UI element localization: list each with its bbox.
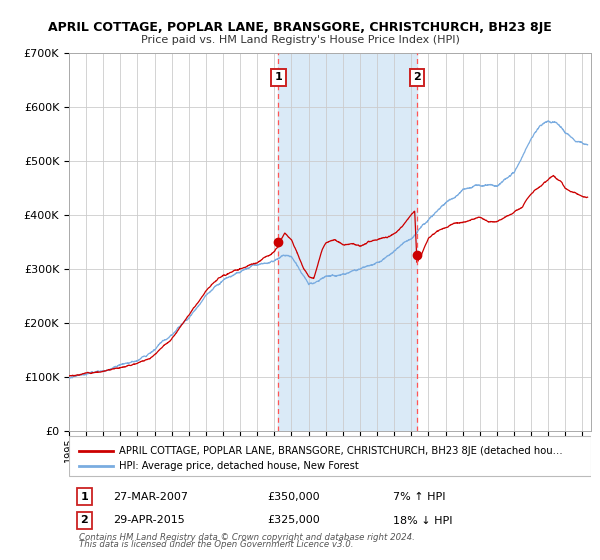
Text: HPI: Average price, detached house, New Forest: HPI: Average price, detached house, New … <box>119 461 358 471</box>
Text: 29-APR-2015: 29-APR-2015 <box>113 516 185 525</box>
Text: £325,000: £325,000 <box>268 516 320 525</box>
Text: APRIL COTTAGE, POPLAR LANE, BRANSGORE, CHRISTCHURCH, BH23 8JE (detached hou…: APRIL COTTAGE, POPLAR LANE, BRANSGORE, C… <box>119 446 562 456</box>
Text: 1: 1 <box>274 72 282 82</box>
Text: £350,000: £350,000 <box>268 492 320 502</box>
FancyBboxPatch shape <box>69 436 591 475</box>
Text: This data is licensed under the Open Government Licence v3.0.: This data is licensed under the Open Gov… <box>79 540 354 549</box>
Text: 2: 2 <box>413 72 421 82</box>
Text: Price paid vs. HM Land Registry's House Price Index (HPI): Price paid vs. HM Land Registry's House … <box>140 35 460 45</box>
Text: 27-MAR-2007: 27-MAR-2007 <box>113 492 188 502</box>
Text: 1: 1 <box>80 492 88 502</box>
Text: 2: 2 <box>80 516 88 525</box>
Text: 7% ↑ HPI: 7% ↑ HPI <box>392 492 445 502</box>
Text: Contains HM Land Registry data © Crown copyright and database right 2024.: Contains HM Land Registry data © Crown c… <box>79 533 415 542</box>
Bar <box>278 53 417 431</box>
Text: APRIL COTTAGE, POPLAR LANE, BRANSGORE, CHRISTCHURCH, BH23 8JE: APRIL COTTAGE, POPLAR LANE, BRANSGORE, C… <box>48 21 552 34</box>
Text: 18% ↓ HPI: 18% ↓ HPI <box>392 516 452 525</box>
